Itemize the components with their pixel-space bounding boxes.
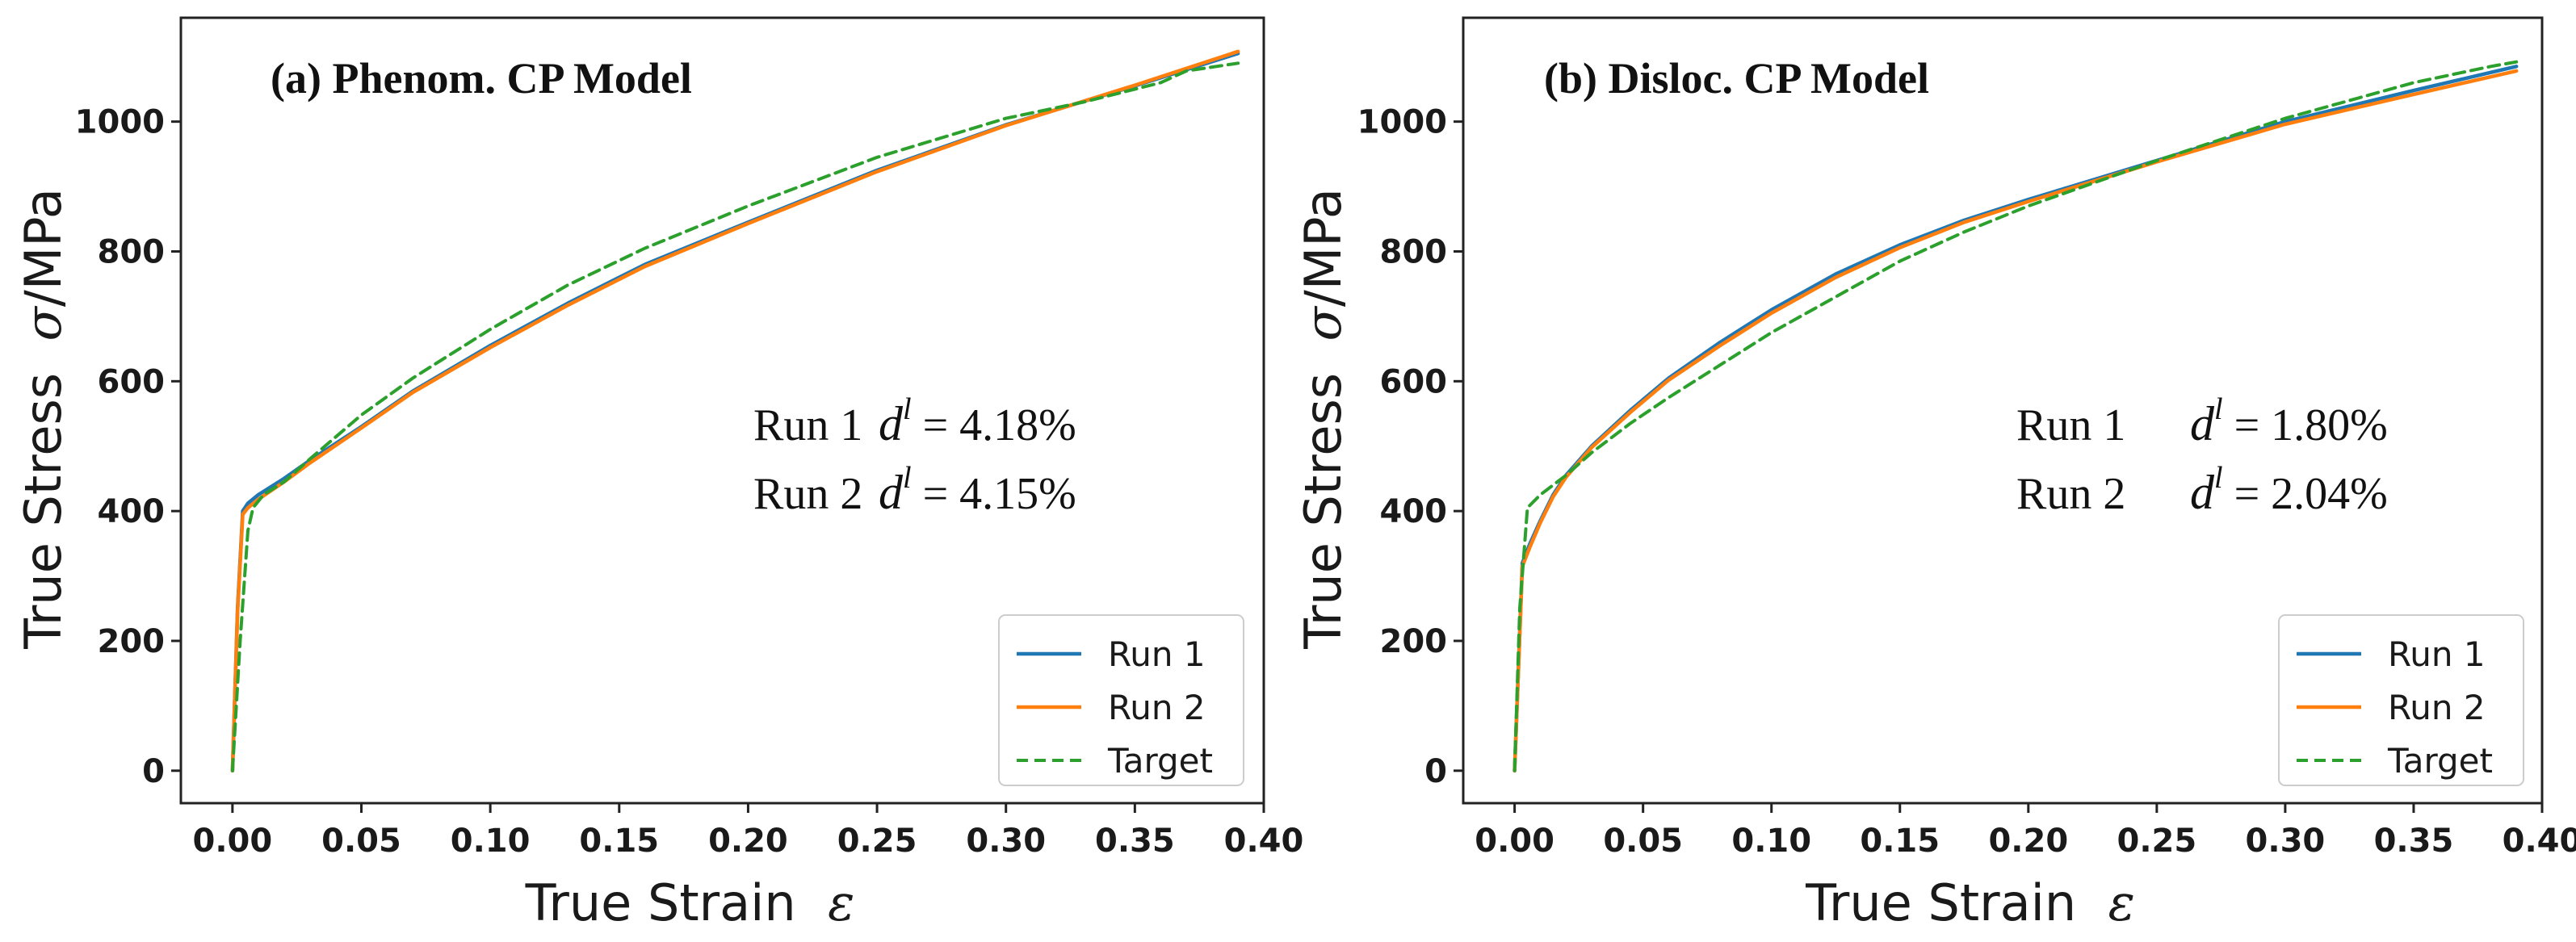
annotation-metric: dl = 4.18% [879,392,1076,450]
x-tick-label: 0.30 [966,823,1046,860]
panel-title: (a) Phenom. CP Model [271,54,692,103]
annotation-superscript: l [2214,461,2223,495]
epsilon-symbol: ε [828,873,854,932]
y-tick-label: 200 [98,623,166,660]
legend-entry: Run 2 [2388,688,2486,727]
x-tick-label: 0.40 [1224,823,1304,860]
x-tick-label: 0.10 [451,823,531,860]
y-tick-label: 600 [1380,363,1448,400]
annotation-superscript: l [903,461,912,495]
x-tick-label: 0.40 [2503,823,2576,860]
x-axis-label-text: True Strain [525,873,796,932]
x-tick-label: 0.30 [2246,823,2326,860]
y-axis-label: True Stress σ/MPa [14,188,73,650]
annotation-value: = 4.15% [912,469,1076,519]
x-tick-label: 0.15 [579,823,659,860]
annotation-metric: dl = 1.80% [2190,392,2388,450]
series-line-run-2 [230,49,1240,773]
annotation-superscript: l [903,392,912,426]
annotation-metric: dl = 4.15% [879,461,1076,519]
plot-frame [179,16,1265,805]
annotation-run-label: Run 2 [2016,469,2125,519]
x-tick-label: 0.35 [2374,823,2454,860]
x-tick-label: 0.35 [1095,823,1175,860]
spacer [796,873,828,932]
y-tick-label: 0 [142,753,165,790]
x-tick-label: 0.05 [321,823,401,860]
annotation-value: = 4.18% [912,400,1076,450]
annotation-symbol: d [2190,397,2215,450]
annotation-symbol: d [879,397,904,450]
annotation-run-label: Run 2 [753,469,862,519]
y-tick-label: 600 [98,363,166,400]
chart-panel-a: 0.00 0.05 0.10 0.15 0.20 0.25 0.30 0.35 0.40 0 200… [14,16,1304,932]
spacer [2076,873,2108,932]
y-tick-label: 200 [1380,623,1448,660]
y-tick-label: 400 [98,493,166,530]
annotation-symbol: d [879,466,904,519]
x-tick-label: 0.10 [1731,823,1811,860]
legend: Run 1 Run 2 Target [2278,614,2524,786]
annotation-run-label: Run 1 [2016,400,2125,450]
legend-box [2278,614,2524,786]
legend-entry: Run 1 [1108,634,1206,674]
spacer [14,341,73,372]
x-tick-label: 0.15 [1860,823,1940,860]
annotation-run-label: Run 1 [753,400,862,450]
legend-entry: Run 1 [2388,634,2486,674]
epsilon-symbol: ε [2108,873,2135,932]
x-tick-label: 0.25 [2117,823,2197,860]
annotation-value: = 2.04% [2223,469,2388,519]
y-tick-label: 1000 [1357,104,1447,141]
legend-box [998,614,1244,786]
y-tick-label: 1000 [75,104,165,141]
x-tick-label: 0.20 [1988,823,2068,860]
legend-entry: Target [1107,741,1213,781]
x-axis-label-text: True Strain [1805,873,2076,932]
annotation-metric: dl = 2.04% [2190,461,2388,519]
annotation-symbol: d [2190,466,2215,519]
x-axis-label: True Strain ε [1805,873,2135,932]
y-tick-label: 0 [1424,753,1447,790]
x-tick-label: 0.20 [708,823,788,860]
x-tick-label: 0.25 [837,823,917,860]
annotation-superscript: l [2214,392,2223,426]
series-line-target [1512,60,2519,772]
x-tick-label: 0.05 [1603,823,1683,860]
x-axis-label: True Strain ε [525,873,855,932]
y-axis-label-text: True Stress [14,373,73,650]
panel-title: (b) Disloc. CP Model [1544,54,1929,103]
annotation-value: = 1.80% [2223,400,2388,450]
y-axis-unit: /MPa [1294,188,1353,307]
spacer [1294,341,1353,372]
y-tick-label: 800 [1380,233,1448,270]
sigma-symbol: σ [1294,305,1353,341]
y-tick-label: 800 [98,233,166,270]
legend-entry: Run 2 [1108,688,1206,727]
x-tick-label: 0.00 [1475,823,1554,860]
y-axis-unit: /MPa [14,188,73,307]
plot-frame [1462,16,2544,805]
y-axis-label-text: True Stress [1294,373,1353,650]
y-tick-label: 400 [1380,493,1448,530]
y-axis-label: True Stress σ/MPa [1294,188,1353,650]
sigma-symbol: σ [14,305,73,341]
chart-panel-b: 0.00 0.05 0.10 0.15 0.20 0.25 0.30 0.35 0.40 0 200… [1294,16,2576,932]
legend-entry: Target [2387,741,2493,781]
x-tick-label: 0.00 [193,823,273,860]
series-line-target [230,61,1240,772]
legend: Run 1 Run 2 Target [998,614,1244,786]
